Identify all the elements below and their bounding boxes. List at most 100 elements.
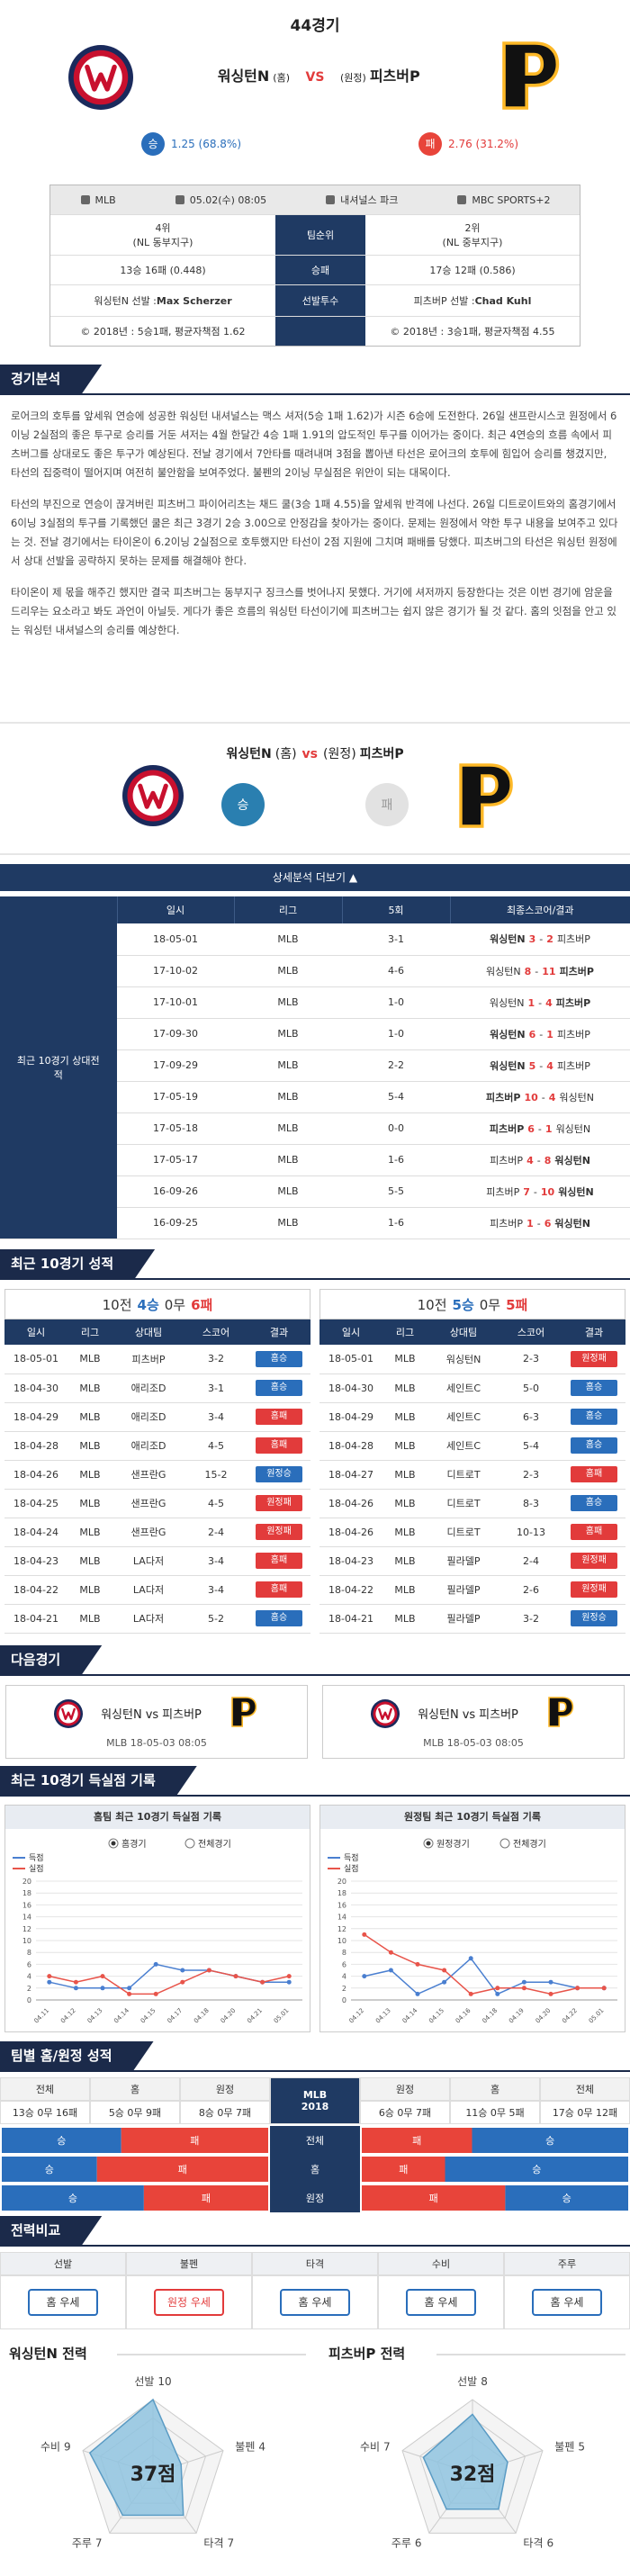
radio-label: 원정경기 [436,1838,470,1850]
radar-ring [418,2417,526,2519]
summary-win [221,783,265,826]
recent-cell: 애리조D [112,1431,184,1460]
recent-cell: 홈승 [562,1489,626,1518]
recent-cell: 18-04-26 [4,1460,68,1489]
section-title-text: 다음경기 [0,1645,102,1674]
win-bar-label: 승 [57,2135,66,2147]
recent-value: MLB [394,1353,416,1365]
recent-cell: 18-05-01 [320,1345,382,1374]
radar-value: 4 [258,2440,266,2453]
recent-row: 18-04-29 MLB 세인트C 6-3 홈승 [320,1402,626,1431]
recent-cell: 3-2 [500,1604,562,1633]
vs: VS [306,70,325,85]
summary-teams: 워싱턴N (홈) vs (원정) 피츠버P [226,746,403,761]
x-tick-label: 04.15 [140,2007,158,2025]
recent-row: 18-04-28 MLB 애리조D 4-5 홈패 [4,1431,310,1460]
series-point [495,1991,500,1996]
next-game-card: 워싱턴N vs 피츠버P MLB 18-05-03 08:05 [322,1685,625,1759]
info-value: 피츠버P 선발 : [413,295,475,307]
recent-cell: MLB [382,1431,428,1460]
recent-cell: 홈패 [248,1431,310,1460]
recent-draws: 0무 [479,1297,501,1313]
result-badge: 홈패 [256,1581,302,1598]
recent-panel: 10전 4승 0무 6패 일시 리그 상대팀 스코어 결과 18-05-01 MLB 피츠버P 3-2 홈… [4,1289,310,1634]
record-value: 8승 0무 7패 [180,2101,270,2124]
recent-value: 18-04-25 [14,1497,58,1509]
recent-value: MLB [79,1526,101,1538]
detail-toggle[interactable]: 상세분석 더보기 ▲ [0,864,630,891]
recent-cell: MLB [68,1546,112,1575]
recent-row: 18-04-23 MLB 필라델P 2-4 원정패 [320,1546,626,1575]
radar-category: 불펜 [235,2440,255,2453]
h2h-column: 최종스코어/결과 [449,896,630,923]
x-tick-label: 05.01 [273,2007,291,2025]
record-value: 11승 0무 5패 [450,2101,540,2124]
loss-bar-label: 패 [178,2164,187,2175]
recent-cell: MLB [382,1402,428,1431]
recent-value: MLB [79,1612,101,1625]
power-cell: 홈 우세 [504,2275,630,2329]
recent-cell: 2-3 [500,1460,562,1489]
y-tick-label: 8 [27,1949,32,1957]
radar-category: 선발 [457,2375,477,2388]
recent-value: 세인트C [446,1411,482,1423]
x-tick-label: 04.16 [454,2006,472,2024]
recent-value: MLB [394,1439,416,1452]
h2h-home-score: 7 [523,1185,530,1198]
recent-cell: 5-4 [500,1431,562,1460]
loss-bar [362,2157,446,2182]
recent-value: 18-04-30 [14,1382,58,1394]
radar-category: 주루 [72,2537,92,2550]
loss-bar-label: 패 [412,2135,421,2147]
h2h-fifth: 4-6 [388,965,404,977]
result-badge: 원정패 [256,1495,302,1511]
recent-value: 15-2 [204,1468,228,1481]
record-column: 전체 [540,2077,630,2101]
x-tick-label: 04.12 [59,2007,77,2025]
info-cell: © 2018년 : 3승1패, 평균자책점 4.55 [365,317,580,346]
result-badge: 원정승 [571,1610,617,1626]
recent-row: 18-05-01 MLB 워싱턴N 2-3 원정패 [320,1345,626,1374]
recent-cell: 2-3 [500,1345,562,1374]
next-vs: vs [463,1708,476,1722]
section-title: 최근 10경기 득실점 기록 [0,1766,630,1797]
logo-w [85,64,117,92]
win-bar-label: 승 [532,2164,541,2175]
h2h-score: 워싱턴N 1-4 피츠버P [450,986,630,1018]
h2h-home: 워싱턴N [490,1059,526,1072]
recent-cell: 디트로T [428,1460,500,1489]
radio-label: 전체경기 [513,1838,546,1850]
recent-cell: 3-2 [184,1345,248,1374]
h2h-fifth: 1-0 [388,996,404,1008]
recent-cell: 원정패 [562,1345,626,1374]
recent-cell: 3-1 [184,1374,248,1402]
h2h-score: 피츠버P 4-8 워싱턴N [450,1144,630,1175]
series-point [100,1974,105,1979]
x-tick-label: 04.19 [508,2007,526,2025]
recent-cell: MLB [382,1546,428,1575]
recent-cell: 4-5 [184,1431,248,1460]
h2h-league: MLB [277,1122,299,1134]
y-tick-label: 0 [342,1996,346,2004]
recent-value: 6-3 [523,1410,539,1423]
recent-value: 2-6 [523,1583,539,1596]
h2h-row: 17-05-19 MLB 5-4 피츠버P 10-4 워싱턴N [0,1081,630,1112]
recent-cell: 5-2 [184,1604,248,1633]
bar-row-label-bg [270,2155,360,2184]
logo-p [459,763,513,828]
recent-cell: 18-04-30 [4,1374,68,1402]
series-point [442,1979,447,1985]
power-verdict: 홈 우세 [280,2289,350,2316]
h2h-home: 피츠버P [489,1122,525,1135]
series-point [180,1968,185,1973]
recent-cell: 필라델P [428,1546,500,1575]
series-point [73,1986,78,1991]
recent-value: 세인트C [446,1383,482,1394]
record-value: 17승 0무 12패 [540,2101,630,2124]
series-point [442,1968,447,1973]
info-cell: 피츠버P 선발 : Chad Kuhl [365,285,580,316]
power-verdict: 원정 우세 [154,2289,224,2316]
win-bar-label: 승 [562,2193,572,2204]
